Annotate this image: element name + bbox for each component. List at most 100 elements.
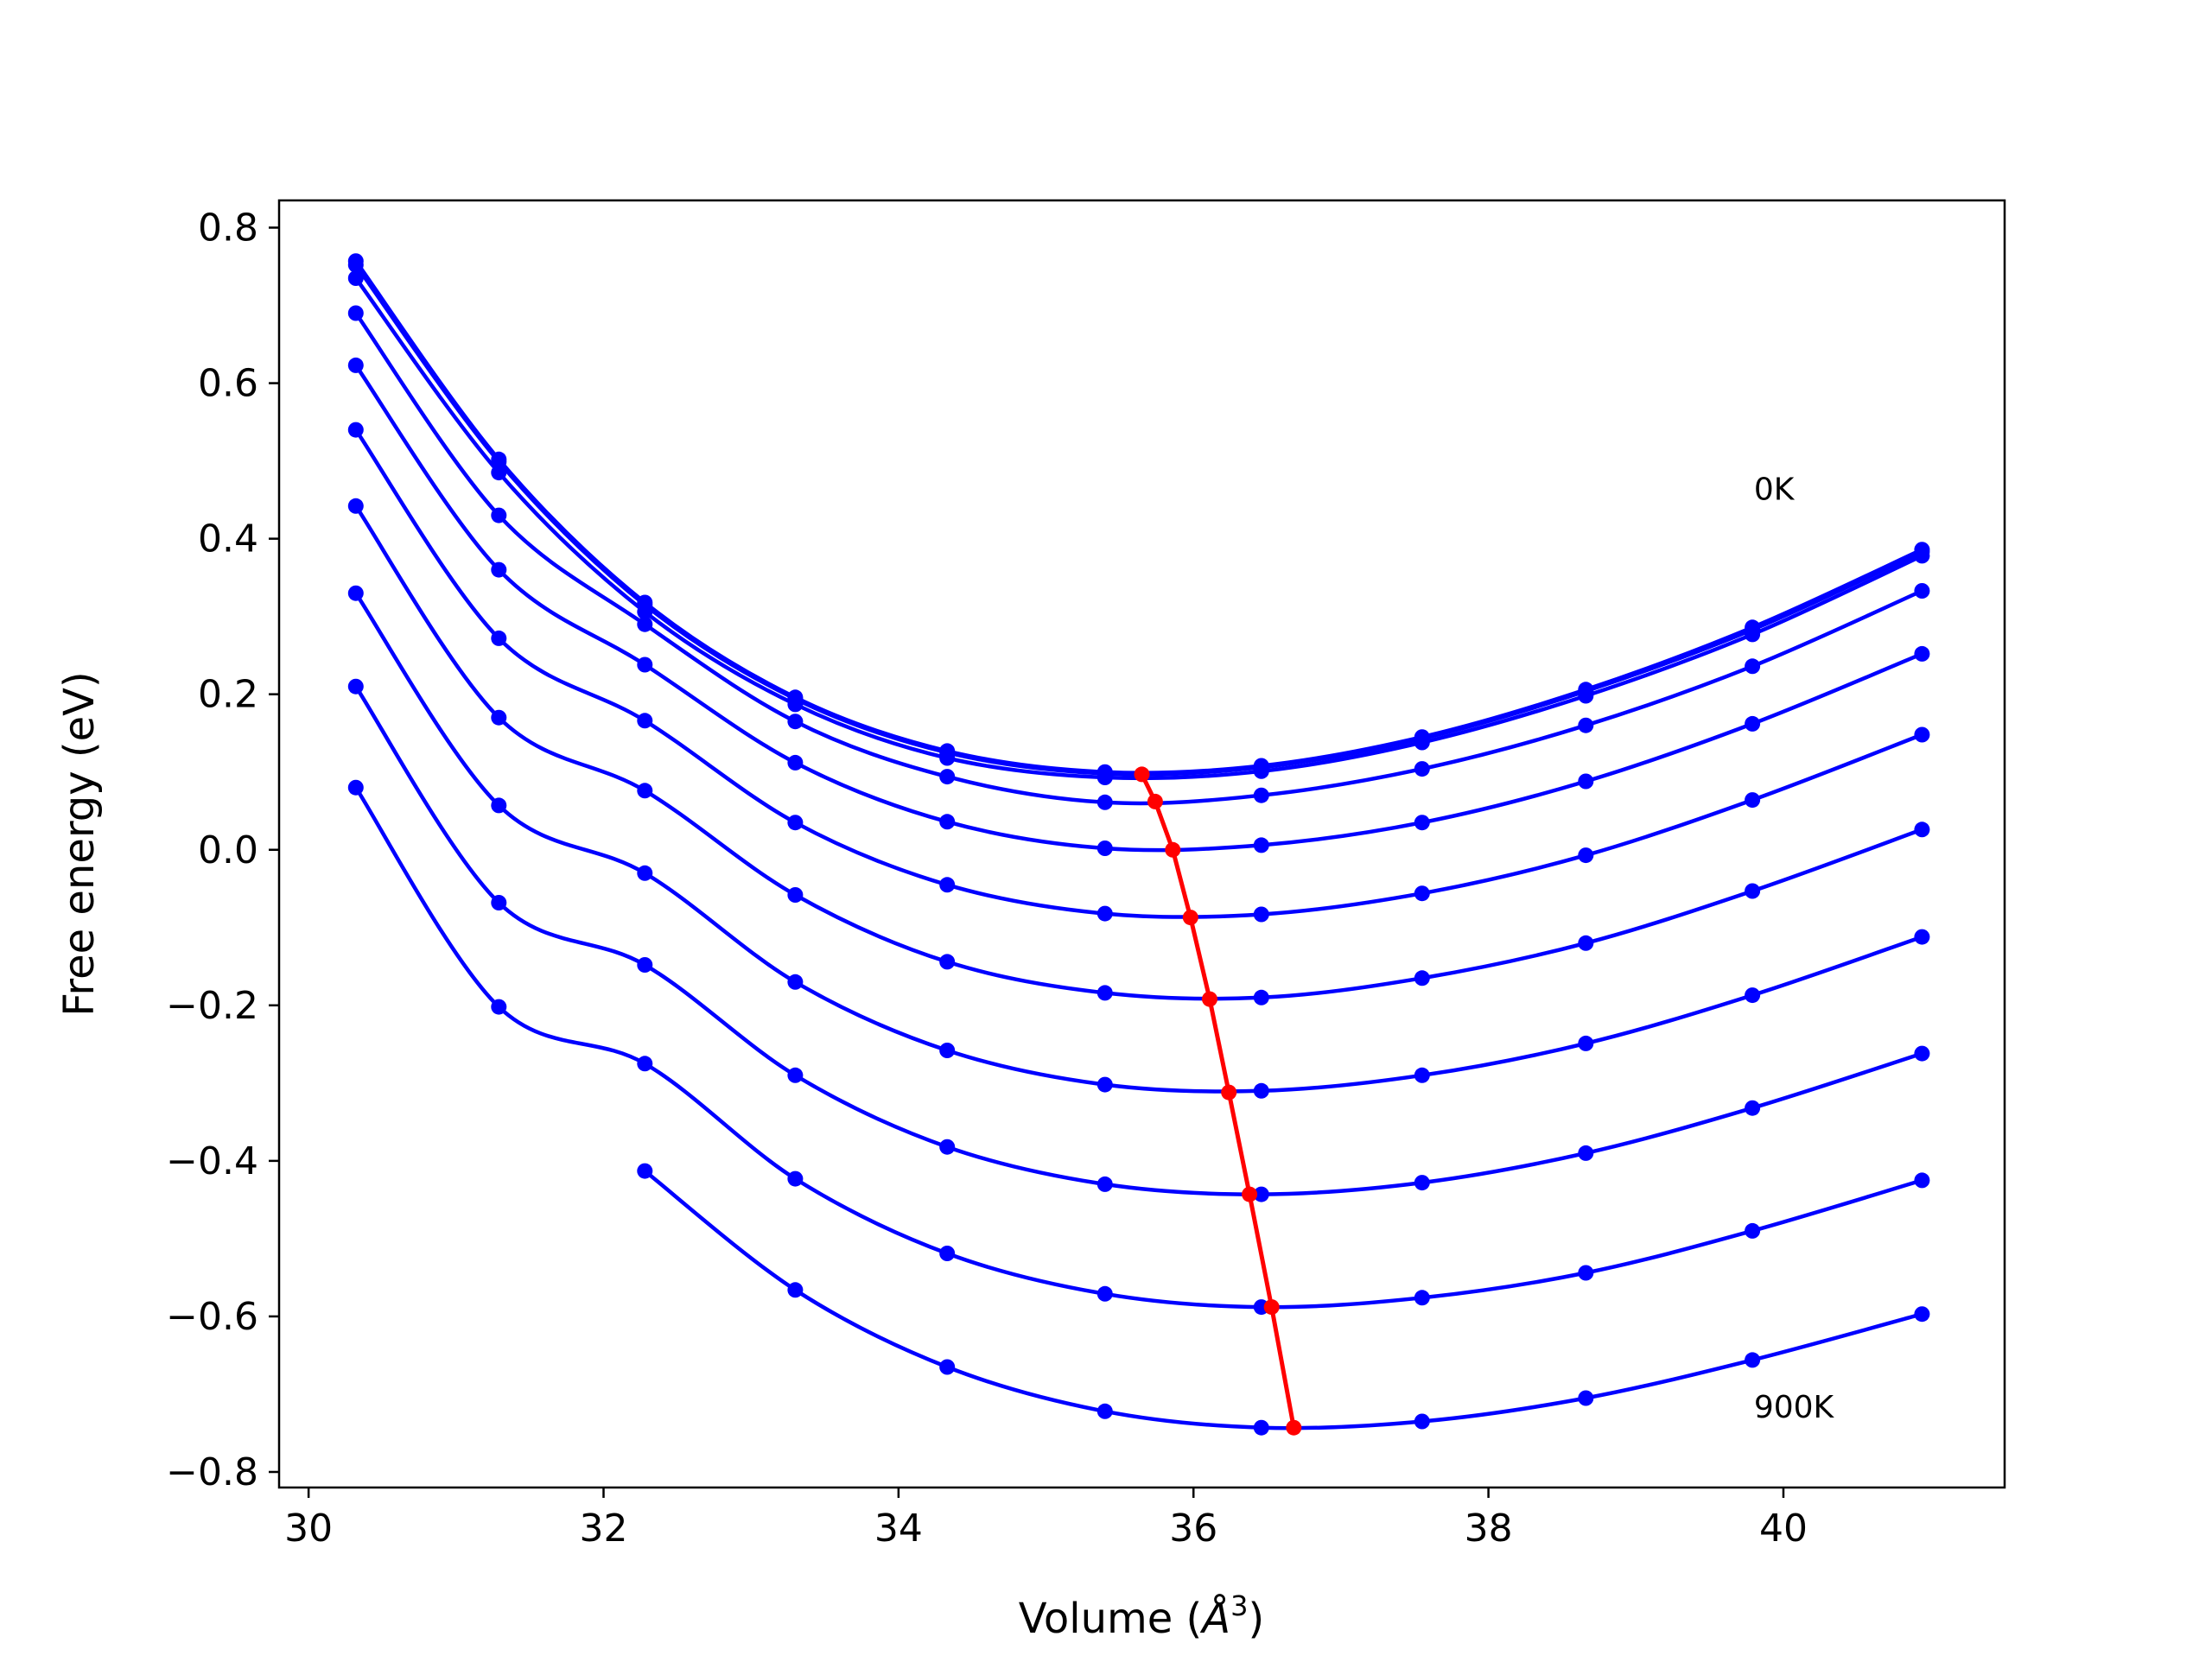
minimum-volume-line (1140, 773, 1296, 1429)
curve-4-point-8 (1414, 761, 1430, 777)
curve-10-point-10 (1745, 1222, 1761, 1239)
curve-4-point-5 (939, 769, 956, 785)
curve-9-point-2 (491, 895, 507, 910)
plot-frame (277, 199, 2006, 1489)
curve-10-point-11 (1914, 1172, 1930, 1189)
curve-5-point-4 (787, 754, 804, 771)
curve-6-point-1 (347, 422, 364, 438)
free-energy-curve-11 (643, 1169, 1923, 1430)
curve-5-point-5 (939, 814, 956, 830)
minimum-point-3 (1165, 841, 1181, 858)
curve-3-point-4 (787, 696, 804, 713)
curve-8-point-11 (1914, 929, 1930, 945)
curve-10-point-2 (491, 999, 507, 1015)
curve-9-point-4 (787, 1067, 804, 1083)
free-energy-curve-8 (353, 592, 1923, 1094)
y-tick-label: −0.6 (166, 1295, 258, 1339)
curve-11-point-3 (939, 1359, 956, 1375)
x-axis-label-close: ) (1248, 1595, 1264, 1643)
curve-3-point-8 (1414, 734, 1430, 751)
curve-8-point-2 (491, 797, 507, 814)
y-tick-label: 0.0 (198, 828, 258, 872)
curve-7-point-8 (1414, 970, 1430, 986)
curve-9-point-6 (1096, 1176, 1113, 1192)
curve-11-point-8 (1745, 1352, 1761, 1368)
free-energy-curve-10 (353, 786, 1923, 1310)
y-tick-label: −0.2 (166, 984, 258, 1028)
curve-10-point-6 (1096, 1285, 1113, 1302)
curve-11-point-5 (1253, 1419, 1269, 1436)
curve-3-point-5 (939, 750, 956, 766)
curve-6-point-5 (939, 877, 956, 893)
curve-6-point-4 (787, 815, 804, 831)
curve-6-point-6 (1096, 905, 1113, 922)
curve-7-point-2 (491, 709, 507, 726)
x-tick-label: 38 (1465, 1507, 1513, 1551)
curve-5-point-7 (1253, 837, 1269, 853)
curve-3-point-3 (637, 604, 653, 620)
curve-4-point-3 (637, 616, 653, 632)
curve-9-point-11 (1914, 1045, 1930, 1062)
curve-9-point-1 (347, 678, 364, 695)
curve-9-point-8 (1414, 1175, 1430, 1191)
curve-11-point-7 (1578, 1390, 1594, 1406)
curve-6-point-2 (491, 630, 507, 646)
curve-7-point-11 (1914, 821, 1930, 838)
curve-7-point-9 (1578, 935, 1594, 951)
curve-10-point-3 (637, 1056, 653, 1072)
x-axis-label: Volume (Å3) (1019, 1589, 1264, 1643)
curve-11-point-4 (1096, 1403, 1113, 1419)
curve-10-point-1 (347, 779, 364, 796)
x-axis-label-unit: Å (1199, 1594, 1230, 1643)
curve-10-point-9 (1578, 1265, 1594, 1281)
x-tick-label: 40 (1759, 1507, 1808, 1551)
curve-4-point-4 (787, 714, 804, 730)
free-energy-curve-5 (353, 364, 1923, 853)
curve-5-point-6 (1096, 841, 1113, 856)
curve-11-point-9 (1914, 1306, 1930, 1323)
curve-4-point-1 (347, 305, 364, 321)
curve-4-point-6 (1096, 794, 1113, 810)
curve-11-point-6 (1414, 1413, 1430, 1430)
curve-6-point-3 (637, 713, 653, 729)
x-tick-label: 32 (580, 1507, 628, 1551)
y-axis: 0.8 0.6 0.4 0.2 0.0 −0.2 −0.4 −0.6 −0.8 (166, 206, 279, 1494)
curve-9-point-5 (939, 1139, 956, 1155)
curve-8-point-9 (1578, 1035, 1594, 1051)
curve-5-point-10 (1745, 715, 1761, 732)
minimum-point-2 (1147, 793, 1163, 809)
curve-3-point-11 (1914, 548, 1930, 564)
free-energy-curve-3 (353, 276, 1923, 781)
minimum-point-7 (1242, 1186, 1258, 1202)
annotation-0k: 0K (1754, 473, 1796, 508)
x-axis-label-text: Volume ( (1019, 1595, 1203, 1643)
curve-8-point-10 (1745, 987, 1761, 1004)
curve-5-point-8 (1414, 815, 1430, 831)
minimum-point-1 (1134, 766, 1150, 783)
y-tick-label: −0.8 (166, 1450, 258, 1494)
y-tick-label: 0.8 (198, 206, 258, 251)
curve-4-point-7 (1253, 787, 1269, 803)
curve-8-point-3 (637, 865, 653, 881)
curve-7-point-6 (1096, 985, 1113, 1001)
curve-7-point-4 (787, 887, 804, 903)
curve-8-point-7 (1253, 1082, 1269, 1099)
curve-10-point-4 (787, 1170, 804, 1187)
curve-4-point-2 (491, 507, 507, 523)
curve-8-point-8 (1414, 1067, 1430, 1083)
minimum-point-4 (1182, 910, 1198, 926)
curve-5-point-2 (491, 561, 507, 578)
x-axis-label-exponent: 3 (1230, 1589, 1248, 1622)
curve-8-point-5 (939, 1043, 956, 1058)
y-tick-label: 0.6 (198, 362, 258, 406)
free-energy-curve-6 (353, 428, 1923, 919)
curve-8-point-4 (787, 974, 804, 990)
free-energy-curve-2 (353, 263, 1923, 777)
curve-6-point-7 (1253, 906, 1269, 923)
free-energy-curve-9 (353, 685, 1923, 1196)
minimum-point-8 (1263, 1299, 1280, 1316)
curve-5-point-1 (347, 357, 364, 373)
x-axis: 30 32 34 36 38 40 (284, 1488, 1808, 1551)
curve-6-point-10 (1745, 792, 1761, 809)
